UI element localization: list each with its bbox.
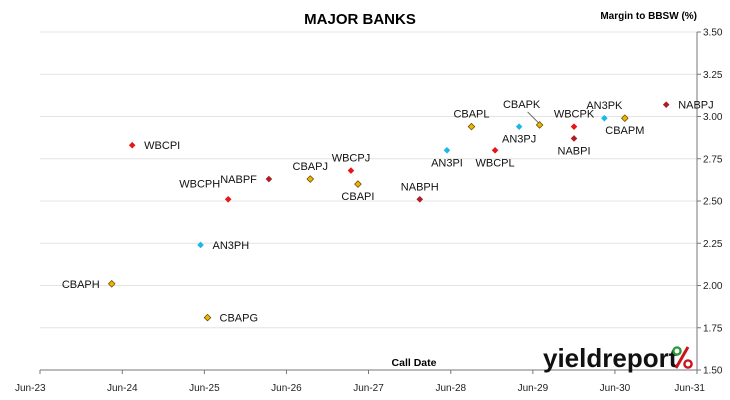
- x-tick-label: Jun-28: [436, 383, 467, 394]
- x-tick-label: Jun-30: [600, 383, 631, 394]
- point-label: NABPJ: [678, 100, 713, 112]
- y-tick-label: 3.25: [703, 70, 723, 81]
- data-point-cbapk: [535, 121, 544, 129]
- y-tick-label: 2.75: [703, 154, 723, 165]
- y-tick-label: 2.50: [703, 197, 723, 208]
- x-tick-label: Jun-24: [107, 383, 138, 394]
- point-label: CBAPJ: [293, 161, 328, 173]
- data-point-cbapm: [621, 114, 629, 122]
- x-tick-label: Jun-29: [518, 383, 549, 394]
- data-point-an3pi: [443, 147, 451, 154]
- x-tick-label: Jun-31: [674, 383, 705, 394]
- point-label: CBAPG: [220, 313, 259, 325]
- y-tick-label: 3.00: [703, 112, 723, 123]
- data-point-cbapg: [203, 313, 212, 322]
- point-label: NABPI: [558, 145, 591, 157]
- point-label: NABPH: [401, 181, 439, 193]
- yieldreport-logo: yieldreport: [543, 343, 693, 373]
- y-tick-label: 1.50: [703, 366, 723, 377]
- data-point-an3pj: [515, 123, 523, 130]
- data-point-an3pk: [601, 114, 608, 122]
- data-point-wbcpl: [491, 147, 499, 154]
- data-point-nabpj: [662, 101, 670, 108]
- data-point-wbcpi: [128, 141, 136, 149]
- x-tick-label: Jun-27: [353, 383, 384, 394]
- data-point-nabph: [416, 196, 424, 203]
- data-point-nabpi: [570, 135, 578, 142]
- gridlines: [40, 31, 697, 329]
- data-point-wbcpj: [347, 167, 355, 174]
- point-label: WBCPK: [554, 109, 595, 121]
- data-point-wbcpk: [570, 123, 578, 130]
- x-tick-label: Jun-25: [189, 383, 220, 394]
- y-tick-label: 2.25: [703, 239, 723, 250]
- y-axis-label: Margin to BBSW (%): [600, 11, 697, 22]
- y-tick-label: 1.75: [703, 323, 723, 334]
- data-point-cbaph: [107, 280, 116, 288]
- point-label: CBAPI: [341, 191, 374, 203]
- point-label: WBCPI: [144, 140, 180, 152]
- x-axis-ticks: Jun-23 Jun-24 Jun-25 Jun-26 Jun-27 Jun-28 Jun-…: [15, 370, 705, 394]
- data-point-nabpf: [265, 175, 273, 183]
- x-tick-label: Jun-23: [15, 383, 46, 394]
- chart-title: MAJOR BANKS: [304, 11, 416, 28]
- data-point-cbapl: [467, 122, 476, 131]
- point-label: CBAPK: [503, 99, 541, 111]
- point-label: NABPF: [220, 174, 257, 186]
- y-axis-ticks: 1.50 1.75 2.00 2.25 2.50 2.75 3.00 3.25 3.50: [697, 28, 723, 377]
- data-point-wbcph: [224, 196, 232, 203]
- data-points: [107, 101, 670, 322]
- point-label: WBCPH: [179, 178, 220, 190]
- brand-wordmark: yieldreport: [543, 343, 678, 373]
- data-point-cbapi: [354, 180, 362, 188]
- point-label: AN3PH: [213, 240, 250, 252]
- point-label: WBCPJ: [332, 153, 371, 165]
- point-label: WBCPL: [476, 157, 515, 169]
- point-labels: CBAPH CBAPG AN3PH WBCPI WBCPH NABPF CBAPJ WBCPJ…: [62, 99, 714, 325]
- point-label: CBAPH: [62, 279, 100, 291]
- point-label: CBAPL: [453, 109, 489, 121]
- point-label: AN3PJ: [502, 134, 536, 146]
- point-label: AN3PI: [431, 157, 463, 169]
- leader-line: [527, 111, 539, 124]
- x-axis-label: Call Date: [392, 357, 437, 369]
- percent-icon: [672, 346, 693, 369]
- point-label: AN3PK: [586, 100, 623, 112]
- x-tick-label: Jun-26: [271, 383, 302, 394]
- data-point-an3ph: [197, 241, 204, 249]
- y-tick-label: 2.00: [703, 281, 723, 292]
- y-tick-label: 3.50: [703, 28, 723, 39]
- data-point-cbapj: [306, 175, 315, 183]
- point-label: CBAPM: [605, 125, 644, 137]
